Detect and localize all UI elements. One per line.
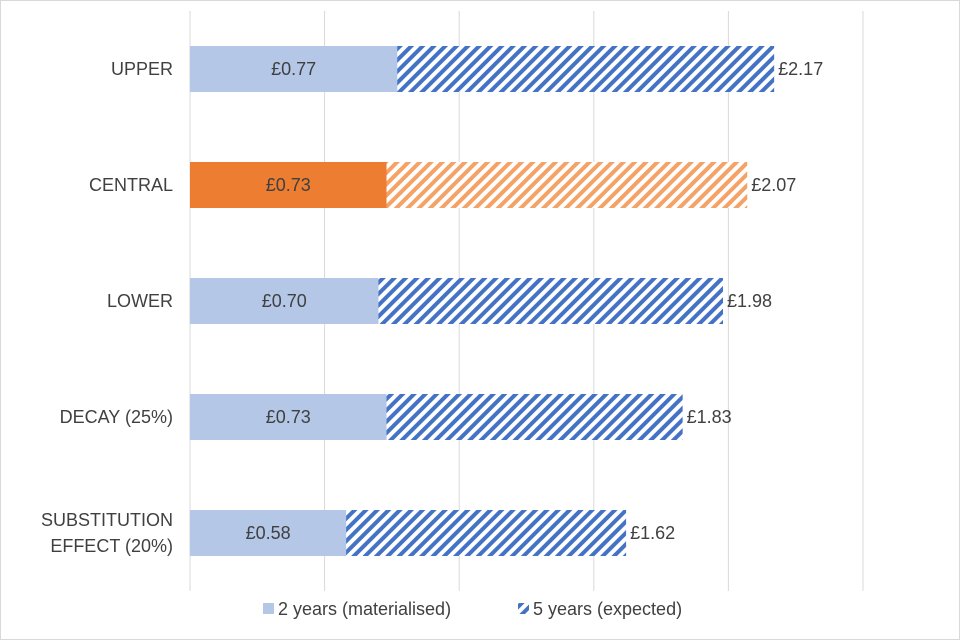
bar <box>190 162 387 208</box>
category-label: DECAY (25%) <box>59 407 173 427</box>
category-label: UPPER <box>110 59 173 79</box>
category-label: LOWER <box>106 291 173 311</box>
bar <box>190 46 398 92</box>
value-label: £0.73 <box>265 175 311 195</box>
category-label: CENTRAL <box>88 175 173 195</box>
value-label: £0.58 <box>245 523 291 543</box>
bar <box>190 278 379 324</box>
value-label: £0.73 <box>265 407 311 427</box>
category-label: SUBSTITUTION EFFECT (20%) <box>40 510 173 556</box>
legend-swatch <box>263 603 274 614</box>
bar <box>190 394 387 440</box>
legend-label: 2 years (materialised) <box>278 599 452 619</box>
value-label: £1.98 <box>727 291 773 311</box>
value-label: £0.77 <box>271 59 317 79</box>
value-label: £1.62 <box>630 523 676 543</box>
legend-label: 5 years (expected) <box>533 599 683 619</box>
value-label: £1.83 <box>686 407 732 427</box>
bar <box>190 510 347 556</box>
value-label: £2.17 <box>778 59 824 79</box>
value-label: £0.70 <box>261 291 307 311</box>
legend-swatch <box>518 603 529 614</box>
value-label: £2.07 <box>751 175 797 195</box>
